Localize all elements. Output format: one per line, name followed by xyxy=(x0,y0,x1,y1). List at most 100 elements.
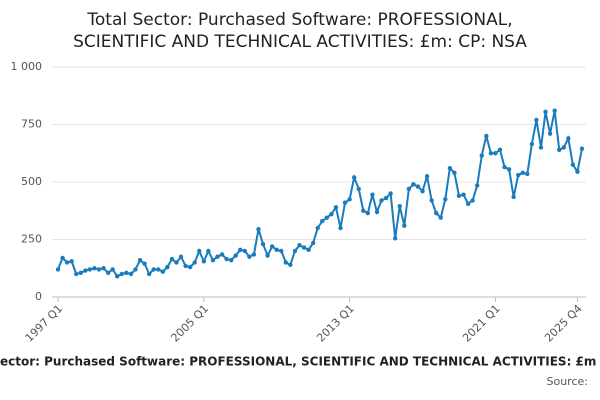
data-point xyxy=(456,193,462,198)
data-point xyxy=(361,208,366,213)
chart-title: Total Sector: Purchased Software: PROFES… xyxy=(86,10,512,30)
y-tick-label: 250 xyxy=(21,233,42,246)
data-point xyxy=(105,270,111,276)
data-point xyxy=(242,248,248,254)
data-point xyxy=(497,147,503,152)
data-point xyxy=(247,254,252,259)
data-point xyxy=(465,201,471,207)
data-point xyxy=(55,267,61,272)
data-point xyxy=(561,145,566,150)
source: Source: xyxy=(547,375,589,388)
data-point xyxy=(392,236,398,241)
data-point xyxy=(146,271,152,277)
data-point xyxy=(420,189,425,194)
x-tick-label: 2005 Q1 xyxy=(169,302,212,345)
data-point xyxy=(383,195,389,201)
data-point xyxy=(265,253,270,258)
data-point xyxy=(283,260,289,265)
data-point xyxy=(433,210,439,216)
data-point xyxy=(128,271,134,277)
data-point xyxy=(192,260,197,265)
data-point xyxy=(92,266,97,271)
data-point xyxy=(197,248,202,254)
x-tick-label: 2025 Q4 xyxy=(542,302,585,345)
data-point xyxy=(525,171,530,177)
data-point xyxy=(484,133,489,139)
data-point xyxy=(187,264,193,270)
data-point xyxy=(511,194,516,200)
data-point xyxy=(60,255,65,261)
data-point xyxy=(475,183,480,188)
data-point xyxy=(83,268,88,273)
data-point xyxy=(411,182,416,187)
data-point xyxy=(74,271,79,277)
x-tick-label: 2021 Q1 xyxy=(460,302,503,345)
data-point xyxy=(397,203,402,209)
data-point xyxy=(110,267,115,272)
data-point xyxy=(570,162,576,167)
data-point xyxy=(64,260,70,265)
data-point xyxy=(219,252,225,257)
data-point xyxy=(183,263,188,269)
data-point xyxy=(365,210,371,216)
x-tick-label: 1997 Q1 xyxy=(23,302,66,345)
data-point xyxy=(96,267,102,272)
footer: ector: Purchased Software: PROFESSIONAL,… xyxy=(0,355,596,369)
data-point xyxy=(502,164,507,170)
data-point xyxy=(269,244,275,249)
data-point xyxy=(579,146,585,151)
data-point xyxy=(333,205,339,210)
y-tick-label: 0 xyxy=(35,290,42,303)
data-point xyxy=(215,254,220,259)
data-point xyxy=(443,197,448,202)
data-point xyxy=(388,191,393,196)
data-point xyxy=(324,215,330,220)
data-point xyxy=(538,145,544,150)
data-point xyxy=(297,243,302,248)
data-point xyxy=(178,254,184,259)
data-point xyxy=(238,247,243,253)
data-point xyxy=(479,153,484,158)
series-line xyxy=(57,110,583,278)
data-point xyxy=(165,264,170,270)
data-point xyxy=(452,170,457,175)
y-tick-label: 750 xyxy=(21,118,42,131)
data-point xyxy=(575,169,580,174)
data-point xyxy=(374,209,380,215)
data-point xyxy=(101,266,106,271)
data-point xyxy=(543,109,548,115)
data-point xyxy=(557,147,562,152)
data-point xyxy=(233,253,238,258)
data-point xyxy=(87,267,93,272)
data-point xyxy=(547,131,553,136)
data-point xyxy=(69,259,74,264)
data-point xyxy=(370,192,375,197)
data-point xyxy=(169,256,175,262)
data-point xyxy=(429,198,434,203)
data-point xyxy=(260,241,266,247)
data-point xyxy=(306,247,311,253)
data-point xyxy=(379,198,384,203)
data-point xyxy=(461,192,466,197)
data-point xyxy=(516,172,521,178)
data-point xyxy=(142,261,147,266)
data-point xyxy=(470,198,475,203)
chart-title: SCIENTIFIC AND TECHNICAL ACTIVITIES: £m:… xyxy=(73,32,527,52)
data-point xyxy=(224,256,229,262)
data-point xyxy=(338,225,343,231)
data-point xyxy=(133,267,138,272)
y-tick-label: 1 000 xyxy=(11,60,43,73)
data-point xyxy=(488,151,494,156)
data-point xyxy=(256,226,261,232)
data-point xyxy=(119,271,124,277)
data-point xyxy=(124,270,129,276)
data-point xyxy=(301,245,307,250)
data-point xyxy=(251,252,257,257)
data-point xyxy=(415,184,421,189)
data-point xyxy=(156,267,161,272)
data-point xyxy=(520,170,525,175)
data-point xyxy=(160,269,165,274)
data-point xyxy=(274,247,279,253)
data-point xyxy=(174,260,179,265)
